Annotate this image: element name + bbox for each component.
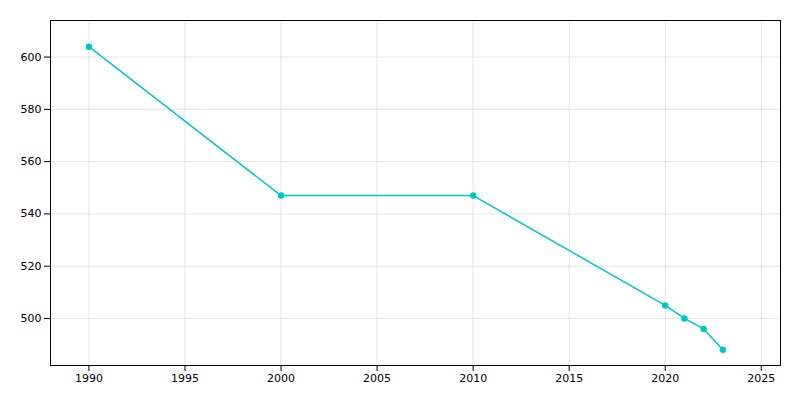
svg-text:580: 580 [21, 103, 42, 116]
svg-text:540: 540 [21, 207, 42, 220]
svg-text:2020: 2020 [651, 372, 679, 385]
svg-text:2010: 2010 [459, 372, 487, 385]
svg-text:2015: 2015 [555, 372, 583, 385]
svg-text:2000: 2000 [267, 372, 295, 385]
svg-text:520: 520 [21, 260, 42, 273]
svg-text:500: 500 [21, 312, 42, 325]
svg-text:2025: 2025 [747, 372, 775, 385]
svg-text:600: 600 [21, 51, 42, 64]
svg-text:560: 560 [21, 155, 42, 168]
svg-text:1995: 1995 [171, 372, 199, 385]
svg-text:2005: 2005 [363, 372, 391, 385]
svg-text:1990: 1990 [75, 372, 103, 385]
